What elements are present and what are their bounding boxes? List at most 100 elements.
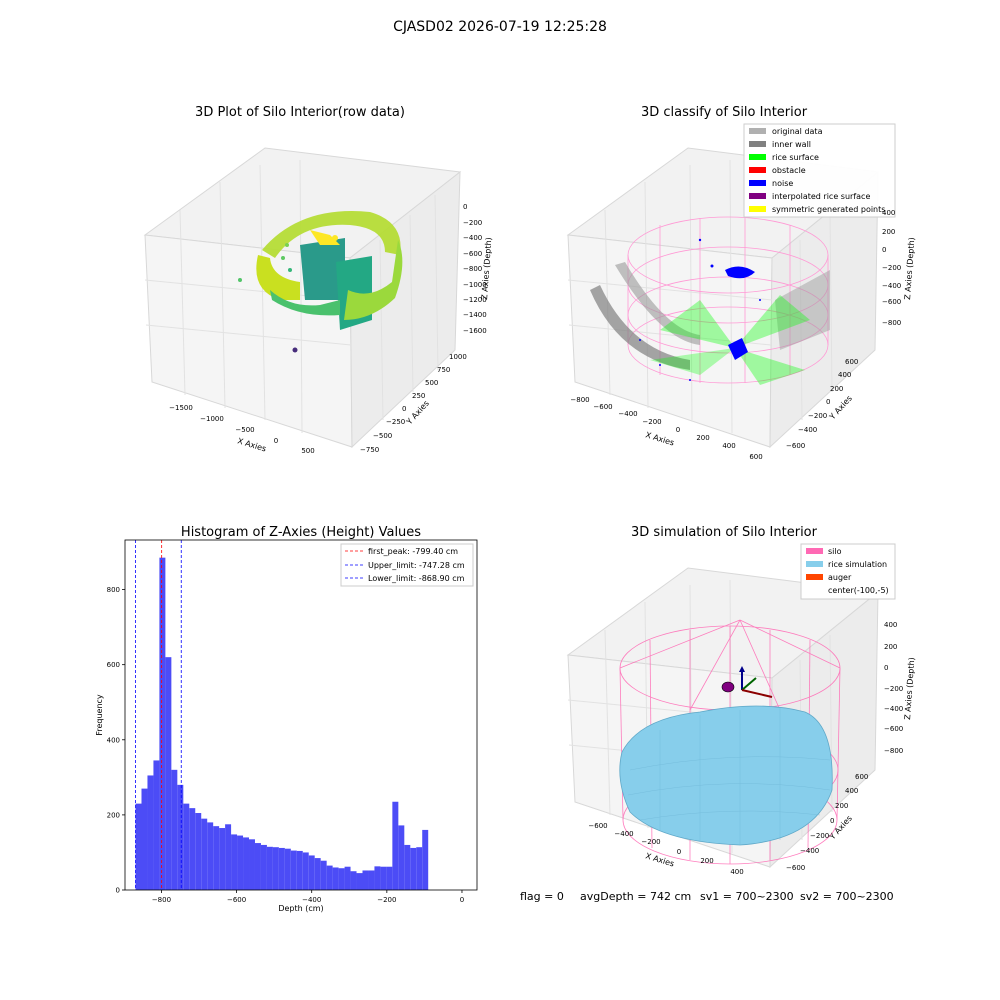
hist-bar xyxy=(165,657,172,890)
hist-bar xyxy=(344,866,351,890)
sim-3d-x-tick: 0 xyxy=(677,848,681,856)
footer-avg-depth: avgDepth = 742 cm xyxy=(580,890,691,903)
hist-bar xyxy=(183,803,190,890)
hist-xlabel: Depth (cm) xyxy=(278,904,323,913)
classify-3d-legend-swatch xyxy=(749,193,766,199)
classify-3d-legend-swatch xyxy=(749,154,766,160)
classify-3d-z-tick: −200 xyxy=(882,264,901,272)
sim-3d-z-tick: −800 xyxy=(884,747,903,755)
sim-3d-zlabel: Z Axies (Depth) xyxy=(903,657,916,720)
sim-3d-y-tick: −200 xyxy=(810,832,829,840)
hist-bar xyxy=(410,847,417,890)
sim-3d-y-tick: 600 xyxy=(855,773,868,781)
classify-3d-x-tick: −600 xyxy=(593,403,612,411)
classify-3d-x-tick: −800 xyxy=(570,396,589,404)
classify-3d-x-tick: 200 xyxy=(696,434,709,442)
classify-3d-z-tick: −600 xyxy=(882,298,901,306)
hist-bar xyxy=(296,850,303,890)
classify-3d-y-tick: −400 xyxy=(798,426,817,434)
classify-3d-z-tick: 400 xyxy=(882,209,895,217)
hist-y-tick-label: 0 xyxy=(116,887,120,895)
hist-bar xyxy=(368,870,375,890)
classify-3d-ylabel: Y Axies xyxy=(827,394,854,422)
sim-3d-legend-label: silo xyxy=(828,547,842,556)
hist-bar xyxy=(392,801,399,890)
classify-3d-inner-wall xyxy=(590,262,830,370)
sim-3d-z-tick: 200 xyxy=(884,643,897,651)
raw-3d-xlabel: X Axies xyxy=(236,436,267,453)
hist-bar xyxy=(314,858,321,890)
classify-3d-legend-label: noise xyxy=(772,179,793,188)
footer-flag: flag = 0 xyxy=(520,890,564,903)
hist-bar xyxy=(362,870,369,890)
hist-y-tick-label: 200 xyxy=(107,811,120,819)
raw-3d-ylabel: Y Axies xyxy=(404,399,431,427)
sim-3d-title: 3D simulation of Silo Interior xyxy=(631,525,818,540)
sim-3d-legend-swatch xyxy=(806,561,823,567)
hist-bar xyxy=(213,826,220,890)
raw-3d-z-tick: −1200 xyxy=(463,296,487,304)
classify-3d-y-tick: 200 xyxy=(830,385,843,393)
footer-sv2: sv2 = 700~2300 xyxy=(800,890,894,903)
hist-legend: first_peak: -799.40 cm Upper_limit: -747… xyxy=(340,543,474,587)
classify-3d-z-tick: 200 xyxy=(882,228,895,236)
hist-bar xyxy=(159,557,166,890)
sim-3d-z-tick: 400 xyxy=(884,621,897,629)
classify-3d-y-tick: −600 xyxy=(786,442,805,450)
hist-bar xyxy=(189,808,196,890)
classify-3d-z-tick: −400 xyxy=(882,282,901,290)
classify-3d-legend-swatch xyxy=(749,206,766,212)
classify-3d-z-tick: 0 xyxy=(882,246,886,254)
hist-x-ticks: −800 −600 −400 −200 0 xyxy=(152,890,464,904)
sim-3d-legend: silo rice simulation auger center(-100,-… xyxy=(800,543,896,600)
sim-3d-legend-label: rice simulation xyxy=(828,560,887,569)
hist-bar xyxy=(177,784,184,890)
hist-bar xyxy=(171,769,178,890)
hist-legend-label: first_peak: -799.40 cm xyxy=(368,547,458,556)
raw-3d-x-tick: −500 xyxy=(235,426,254,434)
hist-bar xyxy=(249,839,255,890)
sim-3d-x-tick: −400 xyxy=(614,830,633,838)
hist-bar xyxy=(332,867,339,890)
classify-3d-legend-label: symmetric generated points xyxy=(772,205,885,214)
classify-3d-x-ticks: −800 −600 −400 −200 0 200 400 600 xyxy=(570,396,762,461)
panel-histogram: Histogram of Z-Axies (Height) Values −80… xyxy=(95,525,478,913)
hist-bar xyxy=(201,818,208,890)
hist-bar xyxy=(254,843,261,890)
classify-3d-rice-surface xyxy=(650,295,810,385)
sim-3d-x-tick: 400 xyxy=(730,868,743,876)
hist-bar xyxy=(225,824,232,890)
raw-3d-y-tick: 750 xyxy=(437,366,450,374)
hist-x-tick-label: −200 xyxy=(377,896,396,904)
raw-3d-z-tick: −1600 xyxy=(463,327,487,335)
hist-bars xyxy=(135,557,429,890)
hist-y-ticks: 0 200 400 600 800 xyxy=(107,586,125,895)
hist-bar xyxy=(308,855,315,890)
raw-3d-title: 3D Plot of Silo Interior(row data) xyxy=(195,105,405,120)
sim-3d-z-tick: −600 xyxy=(884,725,903,733)
hist-vlines xyxy=(135,540,182,890)
classify-3d-y-tick: 0 xyxy=(826,398,830,406)
raw-3d-y-tick: −750 xyxy=(360,446,379,454)
hist-bar xyxy=(141,788,148,890)
raw-3d-z-tick: −400 xyxy=(463,234,482,242)
classify-3d-z-tick: −800 xyxy=(882,319,901,327)
hist-bar xyxy=(237,835,244,890)
raw-3d-y-ticks: −750 −500 −250 0 250 500 750 1000 xyxy=(360,353,467,454)
hist-bar xyxy=(350,871,357,890)
classify-3d-y-ticks: −600 −400 −200 0 200 400 600 xyxy=(786,358,858,450)
sim-3d-legend-label: auger xyxy=(828,573,852,582)
hist-bar xyxy=(284,848,291,890)
classify-3d-legend-swatch xyxy=(749,167,766,173)
classify-3d-x-tick: 400 xyxy=(722,442,735,450)
hist-bar xyxy=(356,873,363,890)
classify-3d-xlabel: X Axies xyxy=(644,430,675,447)
hist-axes-frame xyxy=(124,539,478,891)
classify-3d-legend-label: inner wall xyxy=(772,140,811,149)
hist-ylabel: Frequency xyxy=(95,694,104,736)
hist-bar xyxy=(260,844,267,890)
hist-bar xyxy=(272,847,279,890)
raw-3d-z-tick: −600 xyxy=(463,250,482,258)
sim-3d-legend-swatch xyxy=(806,574,823,580)
